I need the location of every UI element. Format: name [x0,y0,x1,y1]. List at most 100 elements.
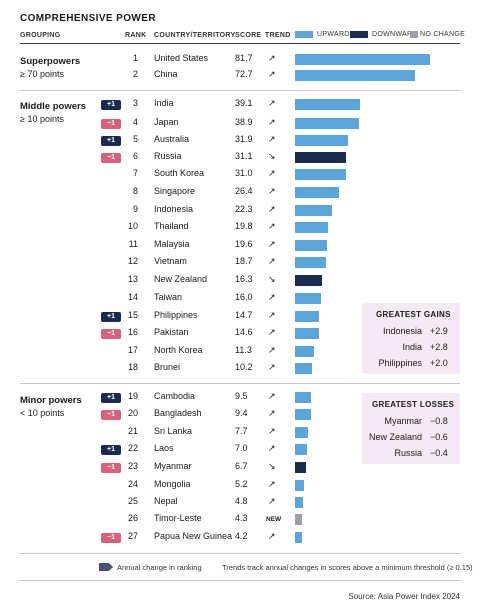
legend-upward-label: UPWARD [317,31,350,38]
trend-up-icon: ↗ [268,408,276,418]
rank-change-badge: −1 [101,119,121,129]
trend-up-icon: ↗ [268,496,276,506]
loss-value: −0.6 [430,432,448,442]
score-label: 16.3 [235,274,253,284]
score-bar [295,135,348,146]
trend-up-icon: ↗ [268,345,276,355]
score-label: 31.1 [235,151,253,161]
score-label: 22.3 [235,204,253,214]
trend-up-icon: ↗ [268,391,276,401]
rank-label: 1 [132,53,138,63]
trend-up-icon: ↗ [268,204,276,214]
score-bar [295,99,360,110]
score-bar [295,152,347,163]
group-superpowers-title: Superpowers [20,56,81,67]
country-label: Taiwan [154,292,183,302]
rank-change-badge: +1 [101,393,121,403]
score-bar [295,462,307,473]
group-minor-title: Minor powers [20,395,82,406]
score-label: 81.7 [235,53,253,63]
trend-down-icon: ↘ [268,461,276,471]
score-label: 5.2 [235,479,248,489]
table-row: 26 Timor-Leste 4.3 NEW [0,513,480,531]
page-title: COMPREHENSIVE POWER [20,13,156,24]
country-label: Australia [154,134,190,144]
rank-label: 19 [127,391,138,401]
rank-label: 27 [127,531,138,541]
score-bar [295,257,326,268]
rank-change-badge: −1 [101,533,121,543]
score-bar [295,346,314,357]
score-bar [295,205,332,216]
rank-change-badge: +1 [101,445,121,455]
source-note: Source: Asia Power Index 2024 [348,592,460,601]
rank-change-badge: +1 [101,136,121,146]
trend-down-icon: ↘ [268,151,276,161]
trend-up-icon: ↗ [268,310,276,320]
rank-label: 4 [132,117,138,127]
country-label: South Korea [154,168,205,178]
rank-label: 21 [127,426,138,436]
rank-label: 20 [127,408,138,418]
score-bar [295,54,430,65]
footer-divider [20,580,460,581]
score-label: 38.9 [235,117,253,127]
rank-change-badge: +1 [101,312,121,322]
country-label: Pakistan [154,327,189,337]
score-label: 4.3 [235,513,248,523]
rank-change-badge: −1 [101,153,121,163]
trend-up-icon: ↗ [268,362,276,372]
rank-label: 16 [127,327,138,337]
score-label: 19.8 [235,221,253,231]
score-label: 39.1 [235,98,253,108]
table-row: 18 Brunei 10.2 ↗ [0,362,480,380]
table-row: 24 Mongolia 5.2 ↗ [0,479,480,497]
rank-label: 26 [127,513,138,523]
table-row: 2 China 72.7 ↗ [0,69,480,87]
country-label: New Zealand [154,274,208,284]
header-trend: TREND [265,32,291,39]
score-label: 6.7 [235,461,248,471]
trend-up-icon: ↗ [268,327,276,337]
rank-change-badge: −1 [101,329,121,339]
country-label: Japan [154,117,179,127]
score-bar [295,532,302,543]
score-bar [295,409,311,420]
rank-label: 9 [132,204,138,214]
rank-label: 12 [127,256,138,266]
score-label: 31.9 [235,134,253,144]
table-row: 9 Indonesia 22.3 ↗ [0,204,480,222]
score-label: 4.2 [235,531,248,541]
table-row: 13 New Zealand 16.3 ↘ [0,274,480,292]
loss-country: New Zealand [368,432,422,442]
table-row: −1 16 Pakistan 14.6 ↗ [0,327,480,345]
ranking-change-marker-icon [99,563,113,571]
rank-label: 22 [127,443,138,453]
group-middle-subtitle: ≥ 10 points [20,114,64,124]
trend-up-icon: ↗ [268,168,276,178]
loss-value: −0.8 [430,416,448,426]
country-label: North Korea [154,345,203,355]
gain-country: India [402,342,422,352]
header-score: SCORE [235,32,262,39]
country-label: India [154,98,174,108]
table-row: 17 North Korea 11.3 ↗ [0,345,480,363]
rank-label: 17 [127,345,138,355]
score-label: 31.0 [235,168,253,178]
score-label: 9.4 [235,408,248,418]
trend-up-icon: ↗ [268,292,276,302]
greatest-gains-box: GREATEST GAINS Indonesia +2.9 India +2.8… [362,303,460,374]
rank-label: 15 [127,310,138,320]
legend-downward-label: DOWNWARD [372,31,418,38]
rank-label: 13 [127,274,138,284]
score-bar [295,514,303,525]
header-grouping: GROUPING [20,32,61,39]
score-bar [295,497,303,508]
score-label: 18.7 [235,256,253,266]
gain-value: +2.0 [430,358,448,368]
ranking-note: Annual change in ranking [117,563,202,572]
score-bar [295,222,328,233]
group-divider [20,383,460,384]
table-row: 21 Sri Lanka 7.7 ↗ [0,426,480,444]
score-label: 7.7 [235,426,248,436]
